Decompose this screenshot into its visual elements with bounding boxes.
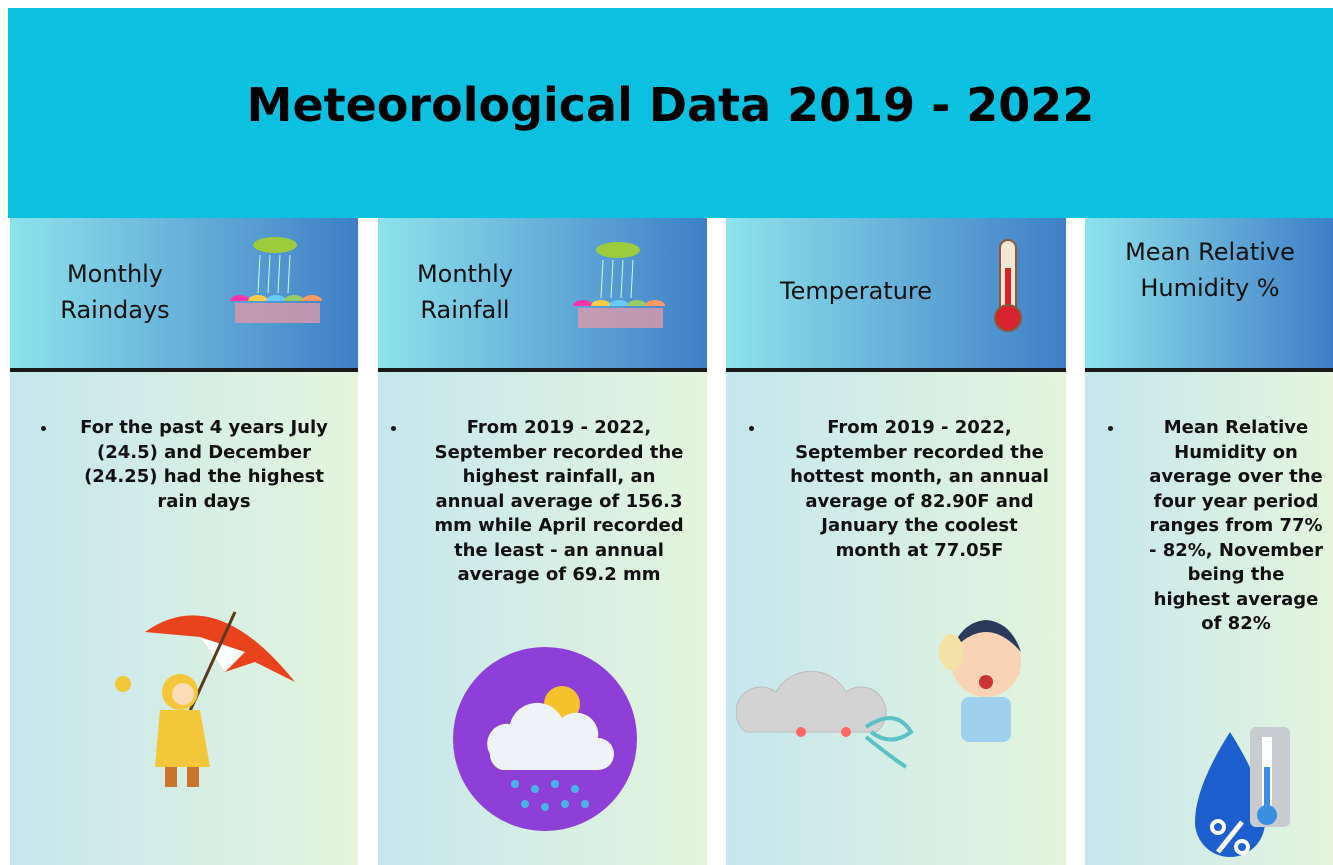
panel-body: For the past 4 years July (24.5) and Dec… (10, 372, 358, 865)
panel-body: Mean Relative Humidity on average over t… (1085, 372, 1333, 865)
bullet: From 2019 - 2022, September recorded the… (408, 416, 688, 588)
panel-body: From 2019 - 2022, September recorded the… (726, 372, 1066, 865)
divider (10, 368, 358, 372)
panel-heading: Temperature (779, 277, 933, 305)
thermometer-icon (994, 239, 1022, 332)
panel-heading: Monthly Rainfall (416, 260, 514, 324)
heat-icon (736, 620, 1021, 769)
panel-header: Temperature (726, 218, 1066, 368)
divider (378, 368, 707, 372)
panel: Temperature From 2019 - 2022, September … (726, 218, 1066, 865)
bullet-list: From 2019 - 2022, September recorded the… (748, 416, 1051, 563)
panel: Monthly Raindays For the past 4 years Ju… (10, 218, 358, 865)
panel-heading: Mean Relative Humidity % (1125, 238, 1295, 302)
bullet-list: Mean Relative Humidity on average over t… (1107, 416, 1325, 637)
panel-header: Monthly Rainfall (378, 218, 707, 368)
humidity-icon (1195, 727, 1290, 857)
panel-body: From 2019 - 2022, September recorded the… (378, 372, 707, 865)
panel: Monthly Rainfall From 2019 - 2022, Septe… (378, 218, 707, 865)
rain-icon (573, 242, 665, 328)
bullet-list: From 2019 - 2022, September recorded the… (390, 416, 688, 588)
umbrella-child (115, 611, 295, 787)
bullet: Mean Relative Humidity on average over t… (1125, 416, 1325, 637)
bullet: From 2019 - 2022, September recorded the… (766, 416, 1051, 563)
bullet-list: For the past 4 years July (24.5) and Dec… (40, 416, 328, 514)
weather-icon (453, 647, 637, 831)
panel-header: Monthly Raindays (10, 218, 358, 368)
divider (726, 368, 1066, 372)
bullet: For the past 4 years July (24.5) and Dec… (58, 416, 328, 514)
panel-header: Mean Relative Humidity % (1085, 218, 1333, 368)
panel-heading: Monthly Raindays (60, 260, 170, 324)
panel: Mean Relative Humidity % Mean Relative H… (1085, 218, 1333, 865)
rain-icon (230, 237, 322, 323)
divider (1085, 368, 1333, 372)
banner: Meteorological Data 2019 - 2022 (8, 8, 1333, 218)
title: Meteorological Data 2019 - 2022 (246, 78, 1095, 132)
